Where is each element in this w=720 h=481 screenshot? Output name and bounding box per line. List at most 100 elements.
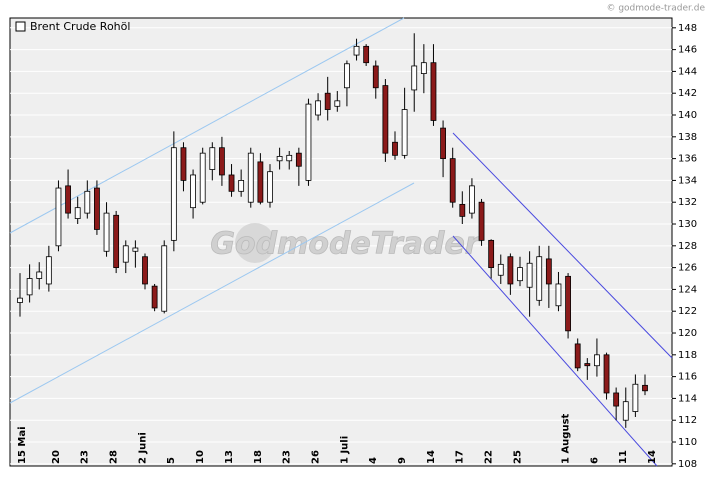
- candle-body: [209, 147, 216, 170]
- candle-body: [536, 256, 543, 301]
- candle-body: [84, 190, 91, 214]
- watermark-logo: GodmodeTrader: [210, 223, 482, 263]
- y-tick-label: 144: [678, 66, 697, 77]
- x-tick-label: 5: [166, 457, 177, 464]
- y-tick-label: 130: [678, 219, 697, 230]
- candle-body: [545, 258, 552, 285]
- candle-body: [363, 45, 370, 64]
- x-tick-label: 18: [253, 450, 264, 464]
- candle-body: [488, 239, 495, 269]
- x-tick-label: 26: [310, 450, 321, 464]
- x-tick-label: 11: [618, 450, 629, 464]
- candle-body: [199, 152, 206, 203]
- x-tick-label: 10: [195, 450, 206, 464]
- y-tick-label: 124: [678, 284, 697, 295]
- candle-body: [642, 384, 648, 392]
- candle-body: [103, 212, 110, 252]
- candle-body: [161, 245, 168, 312]
- y-tick-label: 110: [678, 437, 697, 448]
- x-tick-label: 14: [426, 450, 437, 464]
- candle-body: [594, 354, 600, 367]
- x-tick-label: 4: [368, 457, 379, 464]
- candle-body: [324, 92, 331, 110]
- candle-body: [555, 283, 562, 307]
- y-tick-label: 118: [678, 350, 697, 361]
- x-tick-label: 22: [484, 450, 495, 464]
- candle-body: [613, 392, 620, 407]
- legend-swatch: [15, 21, 26, 32]
- candle-body: [392, 141, 398, 156]
- x-tick-label: 1 Juli: [339, 436, 350, 464]
- candle-body: [526, 262, 533, 288]
- candle-body: [17, 297, 23, 303]
- candle-body: [219, 147, 225, 176]
- x-tick-label: 1 August: [560, 413, 571, 464]
- candle-body: [574, 343, 581, 369]
- y-tick-label: 142: [678, 88, 697, 99]
- candle-body: [238, 180, 245, 192]
- candle-body: [94, 187, 100, 230]
- x-tick-label: 20: [51, 450, 62, 464]
- y-tick-label: 116: [678, 372, 697, 383]
- y-tick-label: 146: [678, 45, 697, 56]
- candle-body: [305, 103, 312, 181]
- y-tick-label: 126: [678, 263, 697, 274]
- candle-body: [344, 63, 350, 89]
- candle-body: [190, 174, 196, 209]
- y-tick-label: 114: [678, 393, 697, 404]
- y-tick-label: 136: [678, 154, 697, 165]
- candle-body: [401, 109, 408, 156]
- y-tick-label: 138: [678, 132, 697, 143]
- candle-body: [132, 247, 139, 252]
- candle-body: [507, 256, 514, 285]
- x-tick-label: 6: [589, 457, 600, 464]
- x-tick-label: 14: [647, 450, 658, 464]
- candle-body: [430, 62, 437, 121]
- y-tick-label: 128: [678, 241, 697, 252]
- x-tick-label: 23: [282, 450, 293, 464]
- x-tick-label: 13: [224, 450, 235, 464]
- candle-body: [353, 45, 360, 56]
- x-tick-label: 28: [109, 450, 120, 464]
- candle-body: [603, 354, 610, 394]
- candle-body: [295, 152, 302, 167]
- candle-body: [170, 147, 177, 241]
- candle-body: [469, 185, 475, 214]
- candle-body: [36, 271, 43, 279]
- candle-body: [26, 278, 33, 296]
- candle-body: [315, 100, 321, 116]
- x-tick-label: 17: [455, 450, 466, 464]
- copyright: © godmode-trader.de: [606, 4, 705, 14]
- candle-body: [459, 203, 466, 217]
- trend-lines: [9, 17, 673, 467]
- candle-body: [74, 207, 81, 219]
- candle-body: [372, 65, 379, 89]
- plot-area: [9, 17, 673, 467]
- candle-body: [420, 62, 427, 74]
- y-tick-label: 108: [678, 459, 697, 470]
- watermark: GodmodeTrader: [210, 227, 481, 262]
- candle-body: [622, 401, 629, 421]
- candle-body: [247, 152, 254, 203]
- candle-body: [497, 263, 504, 276]
- y-tick-label: 122: [678, 306, 697, 317]
- candle-body: [276, 156, 283, 162]
- x-tick-label: 25: [512, 450, 523, 464]
- x-tick-label: 2 Juni: [137, 432, 148, 464]
- candle-body: [45, 256, 52, 285]
- candle-body: [122, 245, 129, 263]
- y-tick-label: 134: [678, 175, 697, 186]
- candle-body: [411, 65, 418, 91]
- candle-body: [257, 161, 264, 203]
- x-tick-label: 9: [397, 457, 408, 464]
- candle-body: [113, 214, 120, 269]
- candle-body: [55, 187, 62, 247]
- candle-body: [382, 85, 389, 154]
- x-tick-label: 23: [80, 450, 91, 464]
- candle-body: [478, 201, 485, 241]
- candle-body: [565, 275, 571, 332]
- x-tick-label: 15 Mai: [17, 426, 28, 464]
- candle-body: [180, 147, 187, 181]
- candle-body: [286, 154, 293, 162]
- candle-body: [517, 267, 523, 282]
